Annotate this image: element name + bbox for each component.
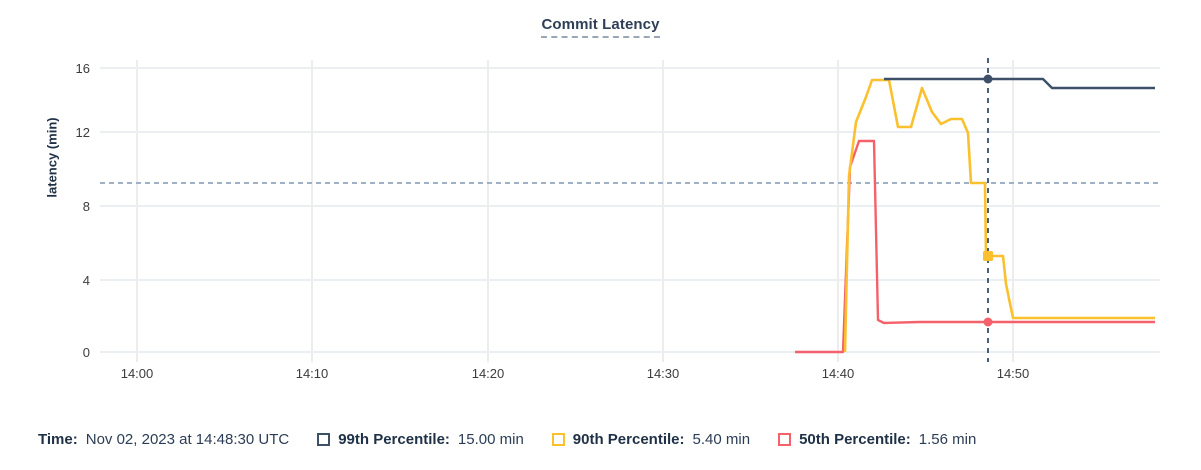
svg-text:0: 0 (83, 345, 90, 360)
x-tick-labels: 14:00 14:10 14:20 14:30 14:40 14:50 (121, 366, 1030, 381)
svg-text:14:30: 14:30 (647, 366, 680, 381)
series-line-99th (884, 77, 1155, 90)
marker-50th (983, 317, 993, 327)
legend-value-50th: 1.56 min (918, 430, 977, 448)
svg-text:14:40: 14:40 (822, 366, 855, 381)
series-line-90th (843, 78, 1155, 353)
legend-item-90th[interactable]: 90th Percentile: 5.40 min (551, 430, 751, 448)
legend-time: Time: Nov 02, 2023 at 14:48:30 UTC (38, 431, 289, 448)
marker-99th (983, 74, 993, 84)
legend-label-99th: 99th Percentile: (338, 430, 450, 448)
page-title: Commit Latency (0, 16, 1201, 38)
svg-text:14:20: 14:20 (472, 366, 505, 381)
legend-value-99th: 15.00 min (457, 430, 524, 448)
svg-text:14:50: 14:50 (997, 366, 1030, 381)
legend-label-50th: 50th Percentile: (799, 430, 911, 448)
legend-swatch-99th-icon (317, 432, 331, 446)
y-tick-labels: 16 12 8 4 0 (76, 61, 90, 360)
legend-swatch-50th-icon (778, 432, 792, 446)
svg-text:12: 12 (76, 125, 90, 140)
x-gridlines (136, 60, 1014, 362)
legend-item-99th[interactable]: 99th Percentile: 15.00 min (317, 431, 524, 448)
svg-text:4: 4 (83, 273, 90, 288)
legend-time-label: Time: (38, 430, 78, 448)
svg-text:16: 16 (76, 61, 90, 76)
marker-90th (983, 251, 993, 261)
legend-time-value: Nov 02, 2023 at 14:48:30 UTC (85, 430, 290, 448)
plot-area[interactable]: 16 12 8 4 0 14:00 14:10 14:20 14:30 14:4… (0, 0, 1201, 400)
legend-item-50th[interactable]: 50th Percentile: 1.56 min (778, 431, 976, 448)
chart-legend: Time: Nov 02, 2023 at 14:48:30 UTC 99th … (0, 414, 1201, 464)
chart-svg[interactable]: 16 12 8 4 0 14:00 14:10 14:20 14:30 14:4… (0, 0, 1201, 400)
legend-label-90th: 90th Percentile: (572, 430, 685, 448)
legend-value-90th: 5.40 min (692, 430, 751, 448)
svg-text:8: 8 (83, 199, 90, 214)
svg-text:14:00: 14:00 (121, 366, 154, 381)
page-title-text: Commit Latency (541, 16, 660, 38)
y-gridlines (100, 67, 1160, 353)
legend-swatch-90th-icon (551, 432, 565, 446)
svg-text:14:10: 14:10 (296, 366, 329, 381)
